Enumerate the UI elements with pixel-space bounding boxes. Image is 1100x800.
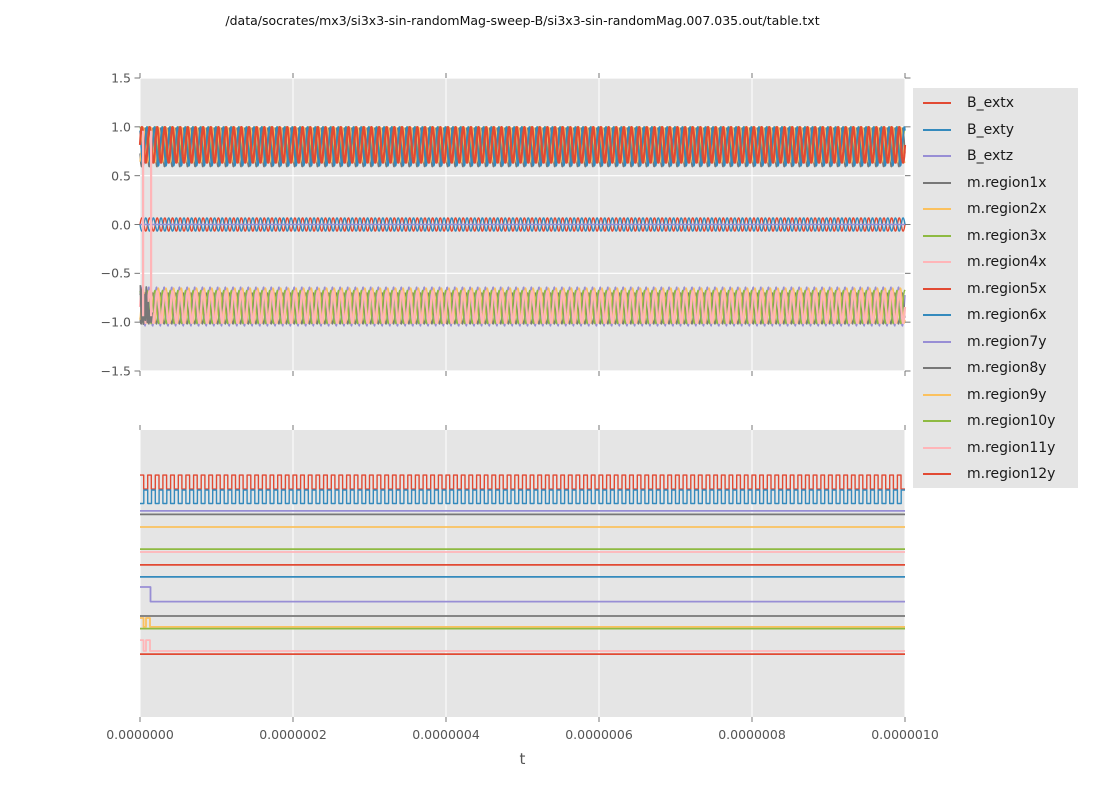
series-pulse-orange: [140, 617, 905, 628]
legend-label: m.region9y: [967, 386, 1047, 403]
x-tick-label: 0.0000008: [718, 727, 786, 742]
legend-line-swatch: [923, 208, 951, 211]
y-tick-label: −1.0: [100, 314, 131, 330]
legend-line-swatch: [923, 420, 951, 423]
legend-label: m.region4x: [967, 254, 1047, 271]
y-tick-label: 1.0: [111, 119, 131, 135]
series-pulse-pink: [140, 639, 905, 652]
y-tick-label: 0.5: [111, 168, 131, 184]
series-square-red: [140, 474, 905, 490]
legend-item: m.region10y: [913, 408, 1078, 435]
legend: B_extx B_exty B_extz m.region1x m.region2x m.…: [913, 88, 1078, 488]
x-tick-label: 0.0000010: [871, 727, 939, 742]
legend-line-swatch: [923, 128, 951, 131]
legend-line-swatch: [923, 340, 951, 343]
legend-label: m.region1x: [967, 174, 1047, 191]
legend-item: B_extz: [913, 143, 1078, 170]
x-tick-label: 0.0000006: [565, 727, 633, 742]
legend-item: B_extx: [913, 90, 1078, 117]
legend-label: m.region3x: [967, 227, 1047, 244]
legend-item: B_exty: [913, 117, 1078, 144]
x-tick-label: 0.0000004: [412, 727, 480, 742]
legend-label: m.region8y: [967, 360, 1047, 377]
legend-item: m.region11y: [913, 435, 1078, 462]
legend-label: m.region10y: [967, 413, 1056, 430]
legend-item: m.region1x: [913, 170, 1078, 197]
legend-line-swatch: [923, 473, 951, 476]
legend-label: m.region12y: [967, 466, 1056, 483]
legend-line-swatch: [923, 367, 951, 370]
figure-title: /data/socrates/mx3/si3x3-sin-randomMag-s…: [225, 13, 820, 28]
series-step-purple: [140, 586, 905, 603]
legend-label: m.region2x: [967, 201, 1047, 218]
y-tick-label: 0.0: [111, 217, 131, 232]
legend-label: B_exty: [967, 121, 1015, 138]
legend-line-swatch: [923, 446, 951, 449]
legend-line-swatch: [923, 181, 951, 184]
legend-line-swatch: [923, 261, 951, 264]
legend-line-swatch: [923, 155, 951, 158]
legend-line-swatch: [923, 287, 951, 290]
legend-item: m.region7y: [913, 329, 1078, 356]
legend-line-swatch: [923, 102, 951, 105]
legend-label: m.region11y: [967, 439, 1056, 456]
legend-item: m.region12y: [913, 461, 1078, 488]
legend-item: m.region3x: [913, 223, 1078, 250]
x-tick-label: 0.0000002: [259, 727, 327, 742]
legend-item: m.region4x: [913, 249, 1078, 276]
legend-label: B_extx: [967, 95, 1015, 112]
y-tick-label: 1.5: [111, 70, 131, 86]
series-square-blue: [140, 489, 905, 505]
x-tick-label: 0.0000000: [106, 727, 174, 742]
series-lower-band-pink: [138, 290, 907, 324]
series-upper-band-red: [138, 126, 907, 164]
series-upper-band-blue: [139, 126, 906, 167]
y-tick-label: −0.5: [100, 265, 131, 281]
legend-item: m.region9y: [913, 382, 1078, 409]
legend-item: m.region2x: [913, 196, 1078, 223]
legend-label: m.region5x: [967, 280, 1047, 297]
legend-line-swatch: [923, 393, 951, 396]
legend-item: m.region6x: [913, 302, 1078, 329]
y-tick-label: −1.5: [100, 363, 131, 379]
legend-item: m.region5x: [913, 276, 1078, 303]
legend-item: m.region8y: [913, 355, 1078, 382]
legend-label: m.region6x: [967, 307, 1047, 324]
legend-line-swatch: [923, 234, 951, 237]
x-axis-label: t: [519, 750, 526, 768]
bottom-plot-background: [140, 430, 905, 717]
legend-line-swatch: [923, 314, 951, 317]
legend-label: B_extz: [967, 148, 1014, 165]
legend-label: m.region7y: [967, 333, 1047, 350]
